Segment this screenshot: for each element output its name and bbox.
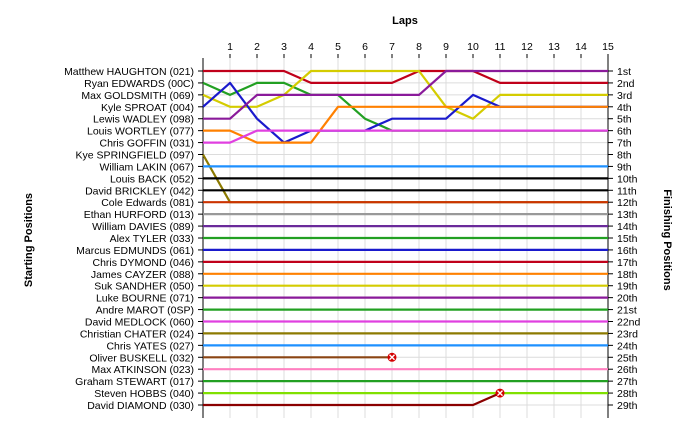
series-line	[203, 392, 501, 407]
finish-position-label: 17th	[617, 257, 638, 269]
series-line	[202, 69, 608, 120]
start-driver-label: Marcus EDMUNDS (061)	[76, 245, 194, 257]
series-line	[203, 105, 608, 144]
y-axis-label-left: Starting Positions	[23, 193, 35, 287]
series-line	[203, 129, 608, 144]
lap-tick-label: 2	[254, 41, 260, 53]
lap-tick-label: 10	[467, 41, 479, 53]
lap-tick-label: 4	[308, 41, 314, 53]
finish-position-label: 3rd	[617, 90, 632, 102]
finishing-position-labels: 1st2nd3rd4th5th6th7th8th9th10th11th12th1…	[608, 66, 641, 412]
finish-position-label: 12th	[617, 197, 638, 209]
start-driver-label: William LAKIN (067)	[99, 161, 194, 173]
retirement-cross-icon	[497, 390, 503, 397]
start-driver-label: Chris YATES (027)	[106, 340, 194, 352]
lap-tick-label: 13	[548, 41, 560, 53]
finish-position-label: 8th	[617, 150, 632, 162]
start-driver-label: Ryan EDWARDS (00C)	[84, 78, 194, 90]
start-driver-label: Kye SPRINGFIELD (097)	[76, 150, 194, 162]
lap-tick-label: 1	[227, 41, 233, 53]
finish-position-label: 25th	[617, 352, 638, 364]
finish-position-label: 13th	[617, 209, 638, 221]
chart-title: Laps	[392, 15, 418, 27]
lap-tick-label: 15	[602, 41, 614, 53]
finish-position-label: 22nd	[617, 317, 641, 329]
start-driver-label: Kyle SPROAT (004)	[101, 102, 194, 114]
start-driver-label: Graham STEWART (017)	[75, 376, 194, 388]
finish-position-label: 2nd	[617, 78, 635, 90]
series-line	[202, 81, 608, 144]
lap-tick-label: 8	[416, 41, 422, 53]
start-driver-label: Ethan HURFORD (013)	[84, 209, 194, 221]
retirement-cross-icon	[389, 354, 395, 361]
finish-position-label: 20th	[617, 293, 638, 305]
start-driver-label: Chris DYMOND (046)	[92, 257, 194, 269]
series-line	[203, 69, 608, 85]
lap-tick-label: 7	[389, 41, 395, 53]
lap-tick-label: 11	[495, 41, 506, 53]
finish-position-label: 5th	[617, 114, 632, 126]
finish-position-label: 28th	[617, 388, 638, 400]
start-driver-label: Lewis WADLEY (098)	[93, 114, 194, 126]
finish-position-label: 19th	[617, 281, 638, 293]
series-lines	[202, 69, 608, 407]
start-driver-label: Oliver BUSKELL (032)	[89, 352, 194, 364]
lap-tick-label: 14	[575, 41, 587, 53]
start-driver-label: Louis BACK (052)	[110, 173, 194, 185]
start-driver-label: James CAYZER (088)	[91, 269, 194, 281]
y-axis-label-right: Finishing Positions	[661, 189, 673, 290]
finish-position-label: 18th	[617, 269, 638, 281]
finish-position-label: 26th	[617, 364, 638, 376]
lap-tick-label: 3	[281, 41, 287, 53]
start-driver-label: David BRICKLEY (042)	[85, 185, 194, 197]
start-driver-label: Alex TYLER (033)	[110, 233, 194, 245]
start-driver-label: Chris GOFFIN (031)	[99, 138, 194, 150]
finish-position-label: 6th	[617, 126, 632, 138]
lap-tick-label: 12	[521, 41, 533, 53]
start-driver-label: Matthew HAUGHTON (021)	[64, 66, 194, 78]
finish-position-label: 14th	[617, 221, 638, 233]
finish-position-label: 1st	[617, 66, 631, 78]
finish-position-label: 21st	[617, 305, 637, 317]
start-driver-label: Cole Edwards (081)	[101, 197, 194, 209]
finish-position-label: 7th	[617, 138, 632, 150]
finish-position-label: 16th	[617, 245, 638, 257]
lap-tick-label: 6	[362, 41, 368, 53]
start-driver-label: Suk SANDHER (050)	[94, 281, 194, 293]
start-driver-label: David MEDLOCK (060)	[85, 317, 194, 329]
finish-position-label: 10th	[617, 173, 638, 185]
start-driver-label: Max ATKINSON (023)	[92, 364, 195, 376]
retirement-markers	[387, 352, 505, 398]
finish-position-label: 4th	[617, 102, 632, 114]
starting-position-labels: Matthew HAUGHTON (021)Ryan EDWARDS (00C)…	[64, 66, 203, 412]
finish-position-label: 11th	[617, 185, 637, 197]
start-driver-label: Steven HOBBS (040)	[94, 388, 194, 400]
lap-tick-label: 9	[443, 41, 449, 53]
start-driver-label: Luke BOURNE (071)	[96, 293, 194, 305]
lap-tick-labels: 1 2 3 4 5 6 7 8 9 10 11 12 13 14 15	[227, 41, 614, 58]
finish-position-label: 23rd	[617, 328, 638, 340]
start-driver-label: Max GOLDSMITH (069)	[81, 90, 194, 102]
finish-position-label: 27th	[617, 376, 638, 388]
finish-position-label: 9th	[617, 161, 632, 173]
series-line	[203, 69, 608, 120]
start-driver-label: Andre MAROT (0SP)	[96, 305, 194, 317]
finish-position-label: 24th	[617, 340, 638, 352]
start-driver-label: Louis WORTLEY (077)	[87, 126, 194, 138]
start-driver-label: David DIAMOND (030)	[87, 400, 194, 412]
start-driver-label: William DAVIES (089)	[92, 221, 194, 233]
finish-position-label: 15th	[617, 233, 638, 245]
lap-tick-label: 5	[335, 41, 341, 53]
finish-position-label: 29th	[617, 400, 638, 412]
start-driver-label: Christian CHATER (024)	[80, 328, 194, 340]
